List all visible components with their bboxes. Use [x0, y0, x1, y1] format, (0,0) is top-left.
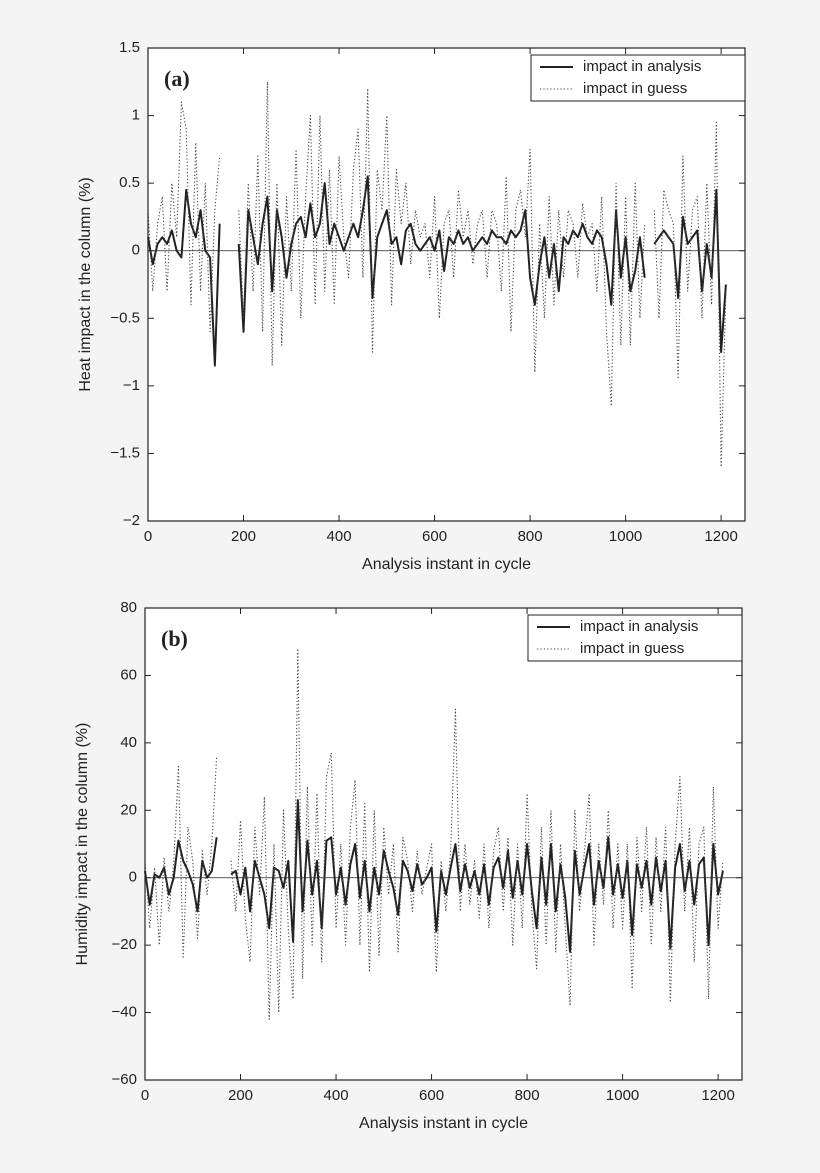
x-tick-label: 1200	[701, 1087, 734, 1104]
x-axis-label: Analysis instant in cycle	[362, 556, 531, 573]
x-tick-label: 200	[231, 528, 256, 545]
x-tick-label: 0	[144, 528, 152, 545]
legend-box	[527, 614, 743, 662]
plot-area	[148, 48, 745, 521]
x-tick-label: 400	[327, 528, 352, 545]
x-tick-label: 1200	[704, 528, 737, 545]
x-tick-label: 1000	[609, 528, 642, 545]
y-tick-label: 0	[129, 869, 137, 886]
plot-area	[145, 608, 742, 1080]
series-line	[147, 81, 727, 468]
legend-label: impact in analysis	[580, 618, 698, 635]
y-tick-label: −0.5	[110, 309, 140, 326]
plot-frame	[144, 607, 743, 1081]
legend-label: impact in guess	[580, 640, 684, 657]
x-axis-label: Analysis instant in cycle	[359, 1115, 528, 1132]
y-tick-label: 1.5	[119, 39, 140, 56]
y-tick-label: 40	[120, 734, 137, 751]
x-tick-label: 0	[141, 1087, 149, 1104]
y-tick-label: −2	[123, 512, 140, 529]
y-tick-label: 0.5	[119, 174, 140, 191]
series-line	[144, 647, 724, 1020]
legend-label: impact in guess	[583, 80, 687, 97]
y-tick-label: 0	[132, 242, 140, 259]
y-tick-label: −40	[112, 1004, 137, 1021]
legend-box	[530, 54, 746, 102]
y-tick-label: 60	[120, 666, 137, 683]
y-tick-label: −1.5	[110, 444, 140, 461]
legend-label: impact in analysis	[583, 58, 701, 75]
panel-label: (b)	[161, 626, 188, 651]
series-line	[144, 799, 724, 953]
x-tick-label: 400	[324, 1087, 349, 1104]
y-tick-label: −20	[112, 936, 137, 953]
x-tick-label: 600	[419, 1087, 444, 1104]
y-tick-label: 20	[120, 801, 137, 818]
y-tick-label: −60	[112, 1071, 137, 1088]
x-tick-label: 800	[515, 1087, 540, 1104]
panel-label: (a)	[164, 66, 190, 91]
x-tick-label: 800	[518, 528, 543, 545]
x-tick-label: 1000	[606, 1087, 639, 1104]
x-tick-label: 600	[422, 528, 447, 545]
plot-frame	[147, 47, 746, 522]
y-tick-label: 80	[120, 599, 137, 616]
y-tick-label: −1	[123, 377, 140, 394]
y-axis-label: Heat impact in the column (%)	[77, 177, 94, 391]
y-tick-label: 1	[132, 107, 140, 124]
x-tick-label: 200	[228, 1087, 253, 1104]
y-axis-label: Humidity impact in the column (%)	[74, 723, 91, 966]
